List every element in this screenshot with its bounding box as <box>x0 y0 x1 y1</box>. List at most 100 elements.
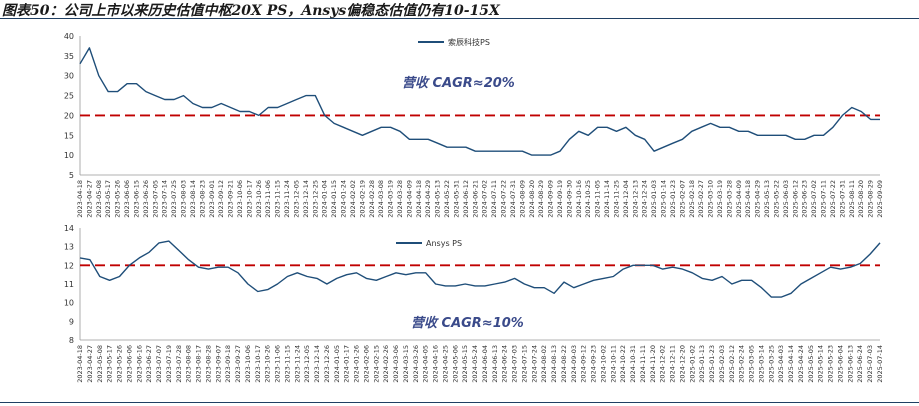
x-tick-label: 2023-11-24 <box>293 345 301 383</box>
x-tick-label: 2024-10-31 <box>629 345 637 383</box>
x-tick-label: 2023-12-26 <box>323 345 331 383</box>
x-tick-label: 2023-09-07 <box>214 345 222 383</box>
x-tick-label: 2023-09-12 <box>217 180 225 218</box>
x-tick-label: 2025-03-19 <box>716 180 724 218</box>
x-tick-label: 2024-06-24 <box>501 345 509 383</box>
x-tick-label: 2023-07-28 <box>175 345 183 383</box>
x-tick-label: 2023-05-17 <box>106 345 114 383</box>
x-tick-label: 2024-08-29 <box>537 180 545 218</box>
x-tick-label: 2024-09-12 <box>580 345 588 383</box>
x-tick-label: 2025-05-13 <box>763 180 771 218</box>
x-tick-label: 2024-08-13 <box>550 345 558 383</box>
x-tick-label: 2025-01-14 <box>660 180 668 218</box>
x-tick-label: 2025-05-23 <box>827 345 835 383</box>
x-tick-label: 2023-11-15 <box>283 345 291 383</box>
x-tick-label: 2023-12-14 <box>302 180 310 218</box>
x-tick-label: 2024-10-22 <box>619 345 627 383</box>
x-tick-label: 2024-01-17 <box>343 345 351 383</box>
x-tick-label: 2024-05-13 <box>434 180 442 218</box>
x-tick-label: 2024-04-05 <box>422 345 430 383</box>
x-tick-label: 2025-07-02 <box>810 180 818 218</box>
x-tick-label: 2024-10-25 <box>584 180 592 218</box>
x-tick-label: 2023-10-26 <box>264 345 272 383</box>
x-tick-label: 2025-06-03 <box>782 180 790 218</box>
x-tick-label: 2023-11-15 <box>274 180 282 218</box>
y-tick-label: 8 <box>69 336 74 345</box>
x-tick-label: 2025-06-13 <box>846 345 854 383</box>
y-tick-label: 10 <box>64 151 74 160</box>
x-tick-label: 2024-06-13 <box>491 345 499 383</box>
x-tick-label: 2023-05-17 <box>104 180 112 218</box>
x-tick-label: 2025-06-23 <box>801 180 809 218</box>
x-tick-label: 2023-07-19 <box>165 345 173 383</box>
x-tick-label: 2024-02-26 <box>382 345 390 383</box>
x-tick-label: 2024-09-09 <box>547 180 555 218</box>
x-tick-label: 2025-04-24 <box>797 345 805 383</box>
x-tick-label: 2025-01-13 <box>698 345 706 383</box>
x-tick-label: 2024-07-24 <box>530 345 538 383</box>
x-tick-label: 2023-06-15 <box>132 180 140 218</box>
x-tick-label: 2023-05-08 <box>95 180 103 218</box>
x-tick-label: 2023-08-08 <box>185 345 193 383</box>
x-tick-label: 2024-04-29 <box>424 180 432 218</box>
x-tick-label: 2024-04-25 <box>441 345 449 383</box>
x-tick-label: 2023-10-17 <box>254 345 262 383</box>
x-tick-label: 2025-07-14 <box>876 345 884 383</box>
x-tick-label: 2024-10-11 <box>609 345 617 383</box>
x-tick-label: 2024-05-22 <box>443 180 451 218</box>
x-tick-label: 2024-03-28 <box>396 180 404 218</box>
y-tick-label: 14 <box>64 224 74 233</box>
x-tick-label: 2025-03-25 <box>767 345 775 383</box>
x-tick-label: 2023-10-26 <box>255 180 263 218</box>
y-tick-label: 10 <box>64 299 74 308</box>
y-tick-label: 12 <box>64 261 74 270</box>
x-tick-label: 2024-12-04 <box>622 180 630 218</box>
y-tick-label: 25 <box>64 92 74 101</box>
x-tick-label: 2025-07-31 <box>838 180 846 218</box>
x-tick-label: 2023-08-17 <box>195 345 203 383</box>
x-tick-label: 2025-02-07 <box>678 180 686 218</box>
x-tick-label: 2024-03-15 <box>402 345 410 383</box>
x-tick-label: 2025-02-27 <box>697 180 705 218</box>
x-tick-label: 2024-02-15 <box>372 345 380 383</box>
x-tick-label: 2023-10-17 <box>245 180 253 218</box>
x-tick-label: 2023-09-18 <box>224 345 232 383</box>
series-line <box>79 47 880 156</box>
x-tick-label: 2023-10-06 <box>236 180 244 218</box>
x-tick-label: 2024-03-19 <box>387 180 395 218</box>
x-tick-label: 2025-01-23 <box>669 180 677 218</box>
cagr-annotation: 营收 CAGR≈10% <box>411 315 524 331</box>
x-tick-label: 2024-12-11 <box>669 345 677 383</box>
x-tick-label: 2024-03-26 <box>412 345 420 383</box>
series-line <box>79 240 881 298</box>
x-tick-label: 2024-07-03 <box>511 345 519 383</box>
x-tick-label: 2023-09-27 <box>234 345 242 383</box>
x-tick-label: 2025-01-03 <box>650 180 658 218</box>
x-tick-label: 2025-02-12 <box>728 345 736 383</box>
x-tick-label: 2024-01-15 <box>330 180 338 218</box>
x-tick-label: 2023-06-26 <box>142 180 150 218</box>
x-tick-label: 2025-05-14 <box>817 345 825 383</box>
x-tick-label: 2023-10-06 <box>244 345 252 383</box>
x-tick-label: 2024-05-31 <box>452 180 460 218</box>
x-tick-label: 2023-08-03 <box>180 180 188 218</box>
x-tick-label: 2023-11-06 <box>274 345 282 383</box>
x-tick-label: 2024-06-21 <box>471 180 479 218</box>
x-tick-label: 2025-03-28 <box>725 180 733 218</box>
x-tick-label: 2023-12-05 <box>292 180 300 218</box>
figure-title: 图表50：公司上市以来历史估值中枢20X PS，Ansys偏稳态估值仍有10-1… <box>2 3 500 19</box>
x-tick-label: 2024-01-24 <box>340 180 348 218</box>
x-tick-label: 2025-04-03 <box>777 345 785 383</box>
x-tick-label: 2025-02-24 <box>738 345 746 383</box>
x-tick-label: 2024-06-04 <box>481 345 489 383</box>
x-tick-label: 2023-11-24 <box>283 180 291 218</box>
x-tick-label: 2024-12-24 <box>641 180 649 218</box>
x-tick-label: 2024-08-09 <box>518 180 526 218</box>
x-tick-label: 2024-05-24 <box>471 345 479 383</box>
x-tick-label: 2024-11-25 <box>612 180 620 218</box>
y-tick-label: 30 <box>64 72 74 81</box>
x-tick-label: 2023-07-25 <box>170 180 178 218</box>
x-tick-label: 2025-09-09 <box>876 180 884 218</box>
